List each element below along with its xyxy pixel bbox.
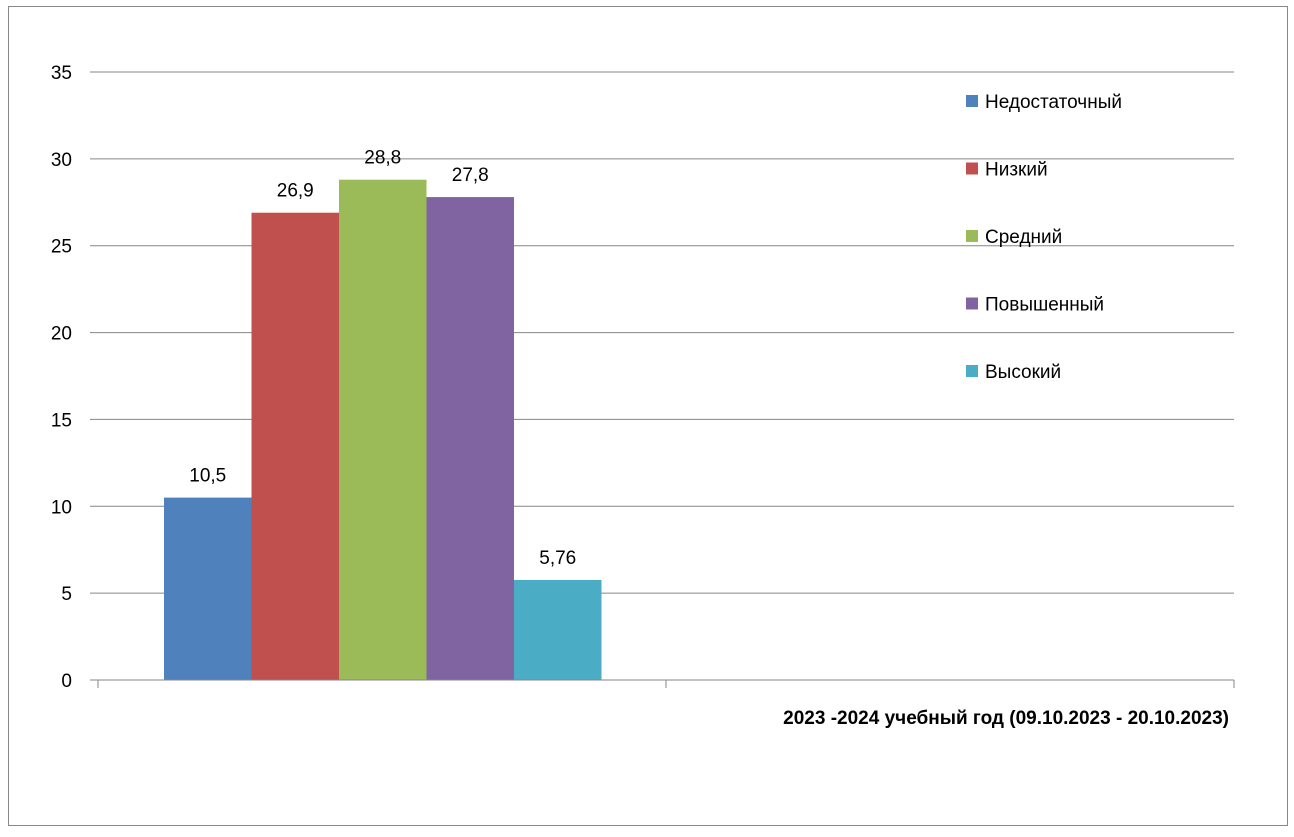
category-label: 2023 -2024 учебный год (09.10.2023 - 20.…	[783, 708, 1229, 729]
legend-label: Низкий	[985, 160, 1048, 181]
y-tick-label: 5	[61, 584, 72, 605]
bar-2	[251, 212, 339, 681]
legend-label: Недостаточный	[985, 92, 1122, 113]
y-tick-label: 20	[51, 324, 72, 345]
legend-swatch	[966, 365, 978, 377]
data-label: 26,9	[277, 181, 314, 202]
data-label: 28,8	[364, 148, 401, 169]
legend-swatch	[966, 95, 978, 107]
data-label: 10,5	[189, 466, 226, 487]
y-tick-label: 25	[51, 237, 72, 258]
y-tick-label: 35	[51, 63, 72, 84]
bars	[164, 179, 602, 681]
y-tick-label: 0	[61, 671, 72, 692]
legend-swatch	[966, 162, 978, 175]
y-axis-ticks: 0 5 10 15 20 25 30 35	[51, 63, 72, 692]
legend-swatch	[966, 230, 978, 242]
data-labels: 10,5 26,9 28,8 27,8 5,76	[189, 148, 576, 569]
chart-frame	[8, 6, 1288, 826]
legend-label: Высокий	[985, 362, 1061, 383]
x-axis	[90, 679, 1235, 688]
legend: Недостаточный Низкий Средний Повышенный Высо…	[966, 92, 1122, 383]
bar-1	[164, 497, 252, 680]
y-tick-label: 10	[51, 497, 72, 518]
legend-label: Средний	[985, 227, 1062, 248]
bar-4	[426, 197, 514, 680]
bar-5	[514, 579, 602, 680]
y-tick-label: 30	[51, 150, 72, 171]
data-label: 5,76	[539, 548, 576, 569]
legend-swatch	[966, 297, 978, 310]
bar-3	[339, 179, 427, 680]
data-label: 27,8	[452, 165, 489, 186]
legend-label: Повышенный	[985, 295, 1104, 316]
y-tick-label: 15	[51, 410, 72, 431]
